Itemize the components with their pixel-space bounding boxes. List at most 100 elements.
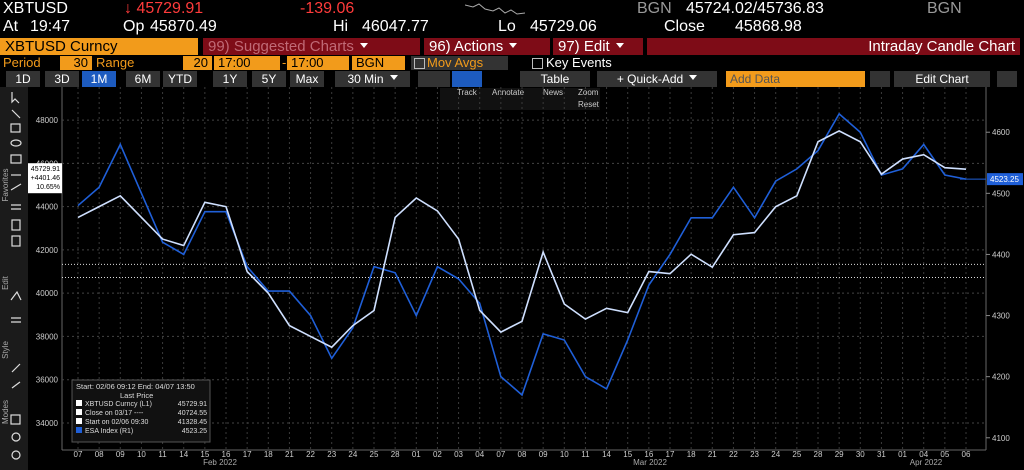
side-label: Modes (1, 400, 10, 424)
label: Op (123, 18, 145, 35)
dash: - (282, 55, 287, 70)
x-tick-label: 08 (518, 450, 527, 459)
ticker: XBTUSD (3, 0, 68, 17)
tool[interactable]: Zoom (578, 88, 599, 97)
y-tick-label: 40000 (36, 289, 59, 298)
plot: 3400036000380004000042000440004600048000… (28, 87, 1023, 459)
table-button[interactable]: Table (520, 71, 590, 87)
x-tick-label: 09 (539, 450, 548, 459)
range-tab[interactable]: 1D (6, 71, 40, 87)
y2-tick-label: 4600 (992, 128, 1010, 137)
x-tick-label: 09 (116, 450, 125, 459)
security[interactable]: XBTUSD Curncy (0, 38, 198, 55)
legend-swatch (76, 409, 82, 415)
tool[interactable]: News (543, 88, 563, 97)
tool[interactable]: Reset (578, 100, 600, 109)
range-tab[interactable]: 6M (126, 71, 160, 87)
price-tag (28, 163, 62, 194)
x-tick-label: 17 (243, 450, 252, 459)
icon-button[interactable] (452, 71, 482, 87)
range-tab[interactable]: YTD (163, 71, 197, 87)
month-label: Mar 2022 (633, 458, 667, 467)
y2-tick-label: 4100 (992, 434, 1010, 443)
x-tick-label: 24 (771, 450, 780, 459)
label: Lo (498, 18, 516, 35)
edit-chart[interactable]: Edit Chart (894, 71, 990, 87)
x-tick-label: 25 (792, 450, 801, 459)
x-tick-label: 05 (940, 450, 949, 459)
series-line (77, 112, 967, 397)
mov-avgs[interactable]: Mov Avgs (411, 56, 508, 70)
x-tick-label: 14 (179, 450, 188, 459)
edit-menu[interactable]: 97) Edit (553, 38, 643, 55)
x-tick-label: 29 (835, 450, 844, 459)
x-tick-label: 28 (814, 450, 823, 459)
checkbox[interactable] (532, 58, 543, 69)
tool[interactable]: Annotate (492, 88, 525, 97)
range-tab[interactable]: 1M (82, 71, 116, 87)
legend-swatch (76, 400, 82, 406)
open: 45870.49 (150, 18, 217, 35)
period-input[interactable]: 30 (60, 56, 92, 70)
x-tick-label: 18 (264, 450, 273, 459)
side-label: Style (1, 341, 10, 359)
checkbox[interactable] (414, 58, 425, 69)
tool-icons (10, 92, 22, 460)
x-tick-label: 21 (708, 450, 717, 459)
x-tick-label: 06 (962, 450, 971, 459)
change: -139.06 (300, 0, 355, 17)
icon-button[interactable] (418, 71, 450, 87)
y2-tick-label: 4300 (992, 312, 1010, 321)
range-input[interactable]: 20 (183, 56, 212, 70)
icon-button[interactable] (870, 71, 890, 87)
price-tag-text: 45729.91 (31, 166, 60, 173)
legend-value: 40724.55 (178, 410, 207, 417)
range-tab[interactable]: 5Y (252, 71, 286, 87)
x-tick-label: 31 (877, 450, 886, 459)
month-label: Apr 2022 (910, 458, 943, 467)
legend-value: 41328.45 (178, 419, 207, 426)
time: 19:47 (30, 18, 71, 35)
start-time[interactable]: 17:00 (214, 56, 280, 70)
y2-tick-label: 4500 (992, 189, 1010, 198)
tool[interactable]: Track (457, 88, 478, 97)
label: 30 Min (347, 72, 384, 86)
x-tick-label: 23 (750, 450, 759, 459)
label: Mov Avgs (427, 55, 484, 70)
quick-add[interactable]: + Quick-Add (597, 71, 717, 87)
legend-label: XBTUSD Curncy (L1) (85, 401, 152, 408)
x-tick-label: 17 (666, 450, 675, 459)
label: Period (3, 55, 41, 70)
side-label: Edit (1, 275, 10, 290)
label: Hi (333, 18, 349, 35)
side-label: Favorites (1, 169, 10, 202)
x-tick-label: 07 (496, 450, 505, 459)
high: 46047.77 (362, 18, 429, 35)
source: BGN (927, 0, 962, 17)
legend-value: 4523.25 (182, 428, 207, 435)
x-tick-label: 16 (644, 450, 653, 459)
x-tick-label: 21 (285, 450, 294, 459)
price-tag-text: +4401.46 (31, 175, 60, 182)
interval[interactable]: 30 Min (335, 71, 410, 87)
label: Range (96, 55, 135, 70)
x-tick-label: 25 (370, 450, 379, 459)
close: 45868.98 (735, 18, 802, 35)
x-tick-label: 16 (222, 450, 231, 459)
range-tab[interactable]: Max (290, 71, 324, 87)
sparkline (465, 3, 525, 15)
key-events[interactable]: Key Events (546, 55, 612, 70)
timezone[interactable]: BGN (352, 56, 405, 70)
add-data[interactable]: Add Data (726, 71, 865, 87)
x-tick-label: 10 (137, 450, 146, 459)
range-tab[interactable]: 1Y (213, 71, 247, 87)
suggested-charts[interactable]: 99) Suggested Charts (203, 38, 420, 55)
settings-button[interactable] (997, 71, 1017, 87)
legend-label: Start on 02/06 09:30 (85, 419, 149, 426)
x-tick-label: 23 (327, 450, 336, 459)
legend-heading: Last Price (120, 391, 153, 400)
end-time[interactable]: 17:00 (287, 56, 349, 70)
actions-menu[interactable]: 96) Actions (424, 38, 550, 55)
range-tab[interactable]: 3D (45, 71, 79, 87)
